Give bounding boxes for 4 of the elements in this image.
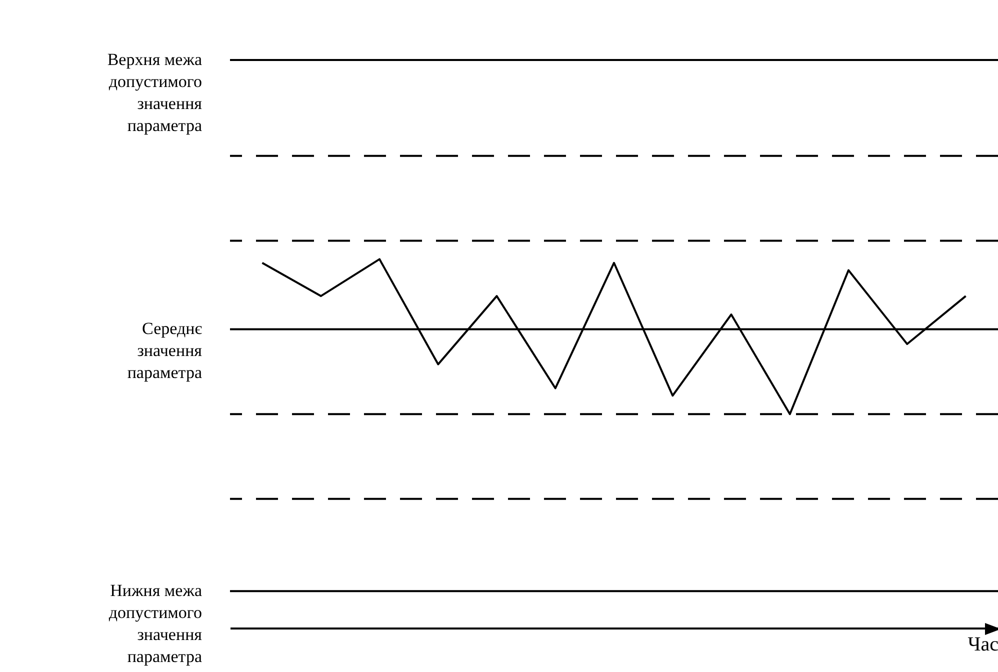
x-axis-title: Час xyxy=(968,634,998,656)
ref-line-label: Верхня межа допустимого значення параметра xyxy=(107,50,202,135)
ref-line-label: Середнє значення параметра xyxy=(127,319,203,382)
ref-line-label: Нижня межа допустимого значення параметра xyxy=(108,581,202,666)
